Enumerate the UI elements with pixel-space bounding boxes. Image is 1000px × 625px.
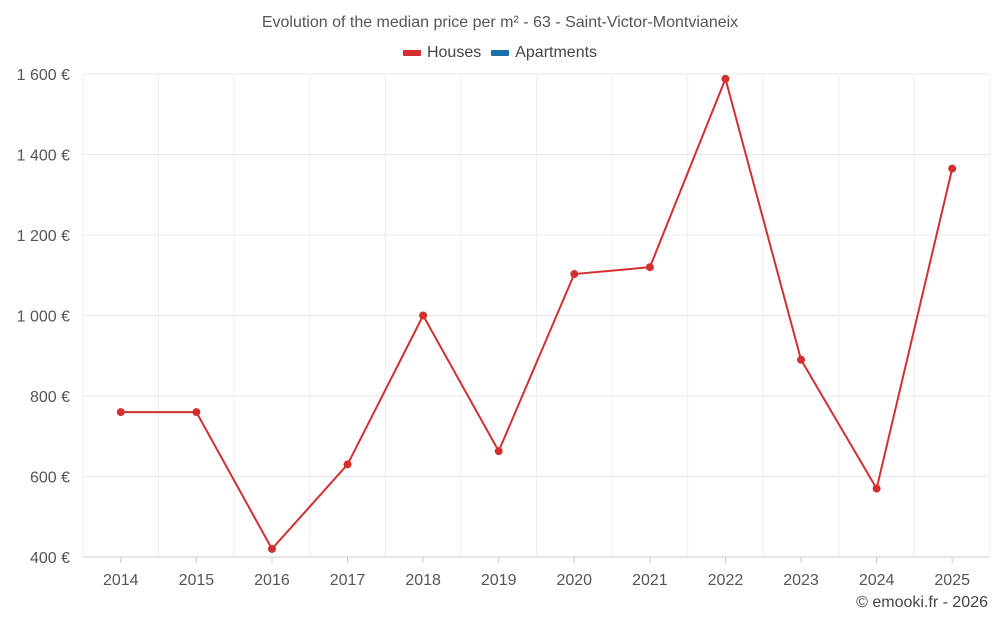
data-point-houses xyxy=(721,74,730,83)
data-point-houses xyxy=(267,544,276,553)
data-point-houses xyxy=(948,164,957,173)
data-point-houses xyxy=(570,270,579,279)
x-tick-label: 2023 xyxy=(783,572,819,589)
x-tick-label: 2019 xyxy=(481,572,517,589)
legend-swatch-houses xyxy=(402,50,421,56)
data-point-houses xyxy=(797,355,806,364)
chart-legend: Houses Apartments xyxy=(0,44,1000,62)
x-tick-label: 2018 xyxy=(405,572,441,589)
y-tick-label: 1 000 € xyxy=(17,309,70,326)
y-tick-label: 1 200 € xyxy=(17,228,70,245)
x-tick-label: 2025 xyxy=(934,572,970,589)
legend-label-houses: Houses xyxy=(426,44,482,61)
legend-swatch-apartments xyxy=(491,50,510,56)
y-tick-label: 1 600 € xyxy=(17,67,70,84)
x-tick-label: 2024 xyxy=(859,572,895,589)
data-point-houses xyxy=(872,484,881,493)
data-point-houses xyxy=(343,460,352,469)
x-tick-label: 2014 xyxy=(103,572,139,589)
x-tick-label: 2021 xyxy=(632,572,668,589)
credit-text: © emooki.fr - 2026 xyxy=(856,594,988,611)
x-tick-label: 2022 xyxy=(708,572,744,589)
y-tick-label: 400 € xyxy=(30,550,70,567)
data-point-houses xyxy=(116,408,125,417)
x-tick-label: 2020 xyxy=(556,572,592,589)
x-tick-label: 2015 xyxy=(179,572,215,589)
legend-label-apartments: Apartments xyxy=(515,44,598,61)
series-line-houses xyxy=(120,75,954,551)
legend-item-houses[interactable]: Houses xyxy=(402,44,482,62)
y-tick-label: 800 € xyxy=(30,389,70,406)
x-tick-label: 2016 xyxy=(254,572,290,589)
data-point-houses xyxy=(494,447,503,456)
chart-title: Evolution of the median price per m² - 6… xyxy=(261,14,739,31)
data-point-houses xyxy=(419,311,428,320)
y-tick-label: 1 400 € xyxy=(17,148,70,165)
x-tick-label: 2017 xyxy=(330,572,366,589)
legend-item-apartments[interactable]: Apartments xyxy=(491,44,597,62)
data-point-houses xyxy=(192,408,201,417)
data-point-houses xyxy=(645,263,654,272)
y-tick-label: 600 € xyxy=(30,470,70,487)
